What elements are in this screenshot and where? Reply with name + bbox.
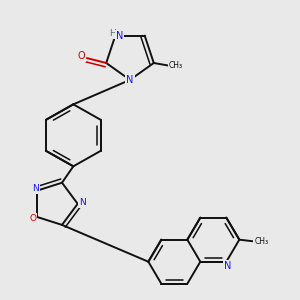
Text: CH₃: CH₃	[169, 61, 183, 70]
Text: O: O	[77, 51, 85, 61]
Text: CH₃: CH₃	[255, 237, 269, 246]
Text: N: N	[126, 75, 134, 85]
Text: H: H	[109, 29, 116, 38]
Text: O: O	[29, 214, 36, 223]
Text: N: N	[79, 198, 86, 207]
Text: N: N	[33, 184, 39, 193]
Text: N: N	[224, 261, 232, 271]
Text: N: N	[116, 31, 123, 41]
